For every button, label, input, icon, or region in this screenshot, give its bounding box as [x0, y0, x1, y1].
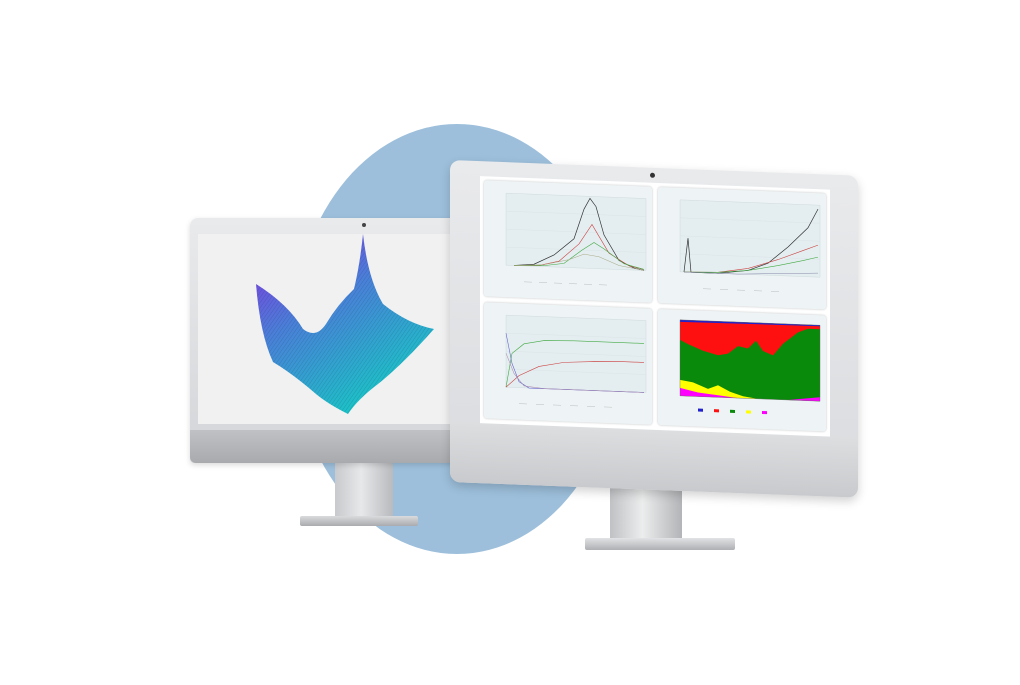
line-chart-top-right	[658, 186, 826, 310]
left-monitor-screen	[198, 234, 472, 424]
right-monitor-base	[585, 538, 735, 550]
line-chart-top-left	[484, 180, 652, 303]
camera-icon	[362, 223, 366, 227]
right-monitor-screen	[480, 176, 830, 438]
left-monitor-chin	[190, 430, 480, 463]
left-monitor-base	[300, 516, 418, 526]
surface-mesh	[256, 234, 434, 414]
left-monitor-frame	[190, 218, 480, 463]
right-monitor	[440, 160, 860, 560]
right-monitor-frame	[450, 160, 858, 498]
camera-icon	[650, 172, 655, 178]
line-chart-bottom-left	[484, 302, 652, 425]
stacked-area-chart-bottom-right	[658, 308, 826, 432]
left-monitor	[190, 218, 490, 538]
surface-plot	[256, 234, 434, 414]
left-monitor-stand	[335, 463, 393, 523]
